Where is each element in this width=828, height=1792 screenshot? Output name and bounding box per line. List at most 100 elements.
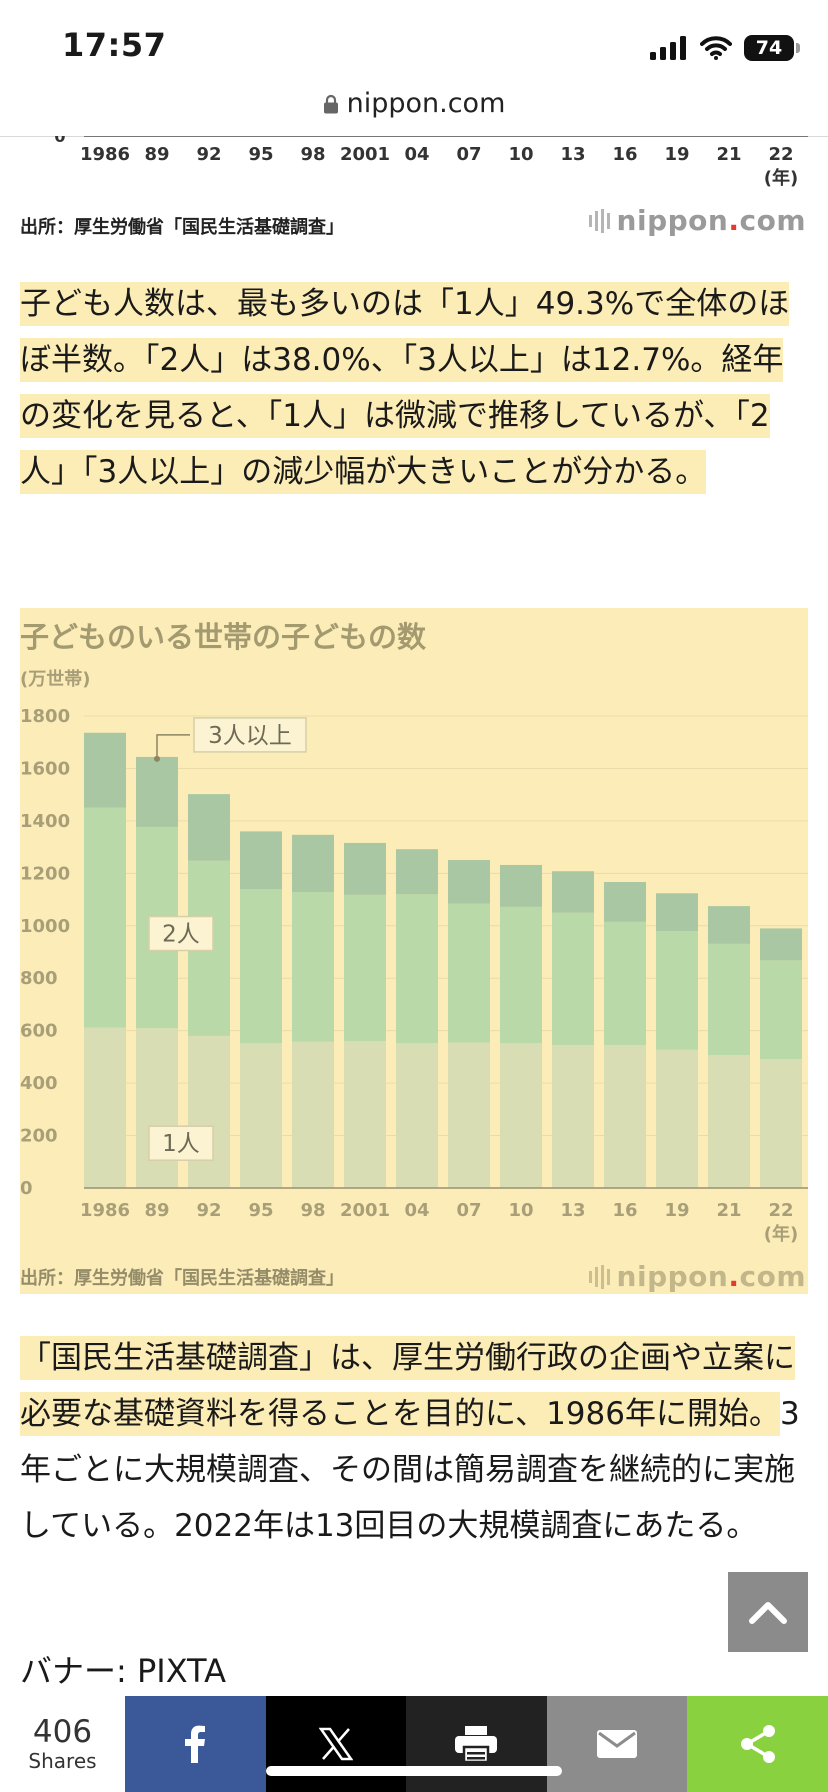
chart-title: 子どものいる世帯の子どもの数 <box>20 620 427 654</box>
x-tick-label: 22 <box>768 1200 793 1221</box>
bar-segment <box>396 894 438 1044</box>
y-axis-unit-label: (万世帯) <box>20 668 90 690</box>
x-tick-label: 2001 <box>340 1200 390 1221</box>
share-icon <box>740 1725 775 1763</box>
bar-segment <box>136 756 178 827</box>
bar-segment <box>84 807 126 1028</box>
x-tick-label: 92 <box>196 1200 221 1221</box>
chevron-up-icon <box>749 1602 787 1624</box>
top-x-tick-label: 16 <box>612 144 637 165</box>
x-tick-label: 98 <box>300 1200 325 1221</box>
bar-segment <box>448 903 490 1043</box>
chart-logo-dot: . <box>728 1260 740 1293</box>
share-count-label: Shares <box>28 1749 97 1773</box>
annotation-2: 2人 <box>162 922 200 948</box>
y-tick-label: 1600 <box>20 758 70 779</box>
bar-segment <box>240 889 282 1044</box>
annotation-1: 1人 <box>162 1131 200 1157</box>
chart-logo-text-pre: nippon <box>616 1260 729 1293</box>
x-tick-label: 19 <box>664 1200 689 1221</box>
bar-segment <box>396 849 438 895</box>
top-x-tick-label: 95 <box>248 144 273 165</box>
x-tick-label: 95 <box>248 1200 273 1221</box>
annotation-1-box <box>148 1125 214 1161</box>
bar-segment <box>500 864 542 907</box>
bar-segment <box>552 1045 594 1188</box>
share-count: 406 Shares <box>0 1696 125 1792</box>
bar-segment <box>292 891 334 1042</box>
facebook-icon <box>185 1725 206 1763</box>
print-icon <box>455 1726 498 1763</box>
x-tick-label: 21 <box>716 1200 741 1221</box>
y-tick-label: 0 <box>20 1178 33 1199</box>
y-tick-label: 600 <box>20 1021 58 1042</box>
top-x-tick-label: 13 <box>560 144 585 165</box>
logo-dot: . <box>728 204 740 237</box>
bar-segment <box>656 931 698 1050</box>
more-share-button[interactable] <box>687 1696 828 1792</box>
top-x-tick-label: 04 <box>404 144 429 165</box>
bar-segment <box>760 928 802 961</box>
x-tick-label: 07 <box>456 1200 481 1221</box>
stacked-bar-chart: (万世帯) 0 200 400 600 800 1000 1200 1400 1600 1800 19… <box>20 668 808 1245</box>
bar-segment <box>84 732 126 808</box>
nippon-logo-icon <box>588 208 610 233</box>
wifi-icon <box>700 36 732 60</box>
share-count-number: 406 <box>32 1714 93 1750</box>
chart-card: 子どものいる世帯の子どもの数 (万世帯) 0 200 400 600 800 1000 120… <box>20 608 808 1294</box>
signal-icon <box>650 36 686 60</box>
plain-text-2: 3年ごとに大規模調査、その間は簡易調査を継続的に実施している。2022年は13回… <box>20 1396 800 1544</box>
x-share-button[interactable] <box>265 1696 407 1792</box>
top-x-tick-label: 10 <box>508 144 533 165</box>
top-x-tick-label: 22 <box>768 144 793 165</box>
facebook-share-button[interactable] <box>125 1696 266 1792</box>
status-time: 17:57 <box>62 26 167 64</box>
bar-segment <box>292 1041 334 1188</box>
annotation-3plus-box <box>193 717 307 753</box>
top-x-tick-label: 2001 <box>340 144 390 165</box>
bar-segment <box>604 921 646 1046</box>
chart-nippon-logo: nippon.com <box>588 1260 806 1293</box>
x-tick-label: 10 <box>508 1200 533 1221</box>
status-icons: 74 <box>650 34 800 62</box>
battery-icon: 74 <box>744 35 800 61</box>
bar-segment <box>396 1043 438 1188</box>
print-button[interactable] <box>406 1696 547 1792</box>
bar-segment <box>448 859 490 904</box>
logo-text-pre: nippon <box>616 204 729 237</box>
article-paragraph-2: 「国民生活基礎調査」は、厚生労働行政の企画や立案に必要な基礎資料を得ることを目的… <box>20 1330 810 1554</box>
bar-segment <box>84 1027 126 1188</box>
x-tick-label: 1986 <box>80 1200 130 1221</box>
lock-icon <box>323 94 338 113</box>
previous-chart-source: 出所：厚生労働省「国民生活基礎調査」 <box>20 217 344 238</box>
x-tick-label: 13 <box>560 1200 585 1221</box>
x-axis-unit-label: (年) <box>764 1223 798 1245</box>
article-paragraph-1: 子ども人数は、最も多いのは「1人」49.3%で全体のほぼ半数。「2人」は38.0… <box>20 276 810 500</box>
bar-segment <box>552 912 594 1046</box>
chart-logo-icon <box>588 1264 610 1289</box>
annotation-3plus: 3人以上 <box>208 723 292 749</box>
highlighted-text: 子ども人数は、最も多いのは「1人」49.3%で全体のほぼ半数。「2人」は38.0… <box>20 282 790 494</box>
annotation-dot <box>154 755 160 762</box>
mail-share-button[interactable] <box>546 1696 688 1792</box>
annotation-2-box <box>148 915 214 952</box>
banner-credit: バナー: PIXTA <box>20 1652 227 1690</box>
url-bar[interactable]: nippon.com <box>0 84 828 137</box>
bar-segment <box>240 831 282 890</box>
highlighted-text-2: 「国民生活基礎調査」は、厚生労働行政の企画や立案に必要な基礎資料を得ることを目的… <box>20 1336 795 1436</box>
top-x-tick-label: 21 <box>716 144 741 165</box>
x-tick-label: 16 <box>612 1200 637 1221</box>
share-bar: 406 Shares <box>0 1696 828 1792</box>
y-tick-label: 1800 <box>20 706 70 727</box>
x-tick-label: 89 <box>144 1200 169 1221</box>
bar-segment <box>760 1058 802 1188</box>
bar-segment <box>240 1043 282 1188</box>
bar-segment <box>136 1028 178 1188</box>
bar-segment <box>760 960 802 1059</box>
bar-segment <box>292 834 334 892</box>
x-tick-label: 04 <box>404 1200 429 1221</box>
nippon-logo: nippon.com <box>588 204 806 237</box>
scroll-top-button[interactable] <box>728 1572 808 1652</box>
y-tick-label: 1000 <box>20 916 70 937</box>
mail-icon <box>597 1730 638 1758</box>
